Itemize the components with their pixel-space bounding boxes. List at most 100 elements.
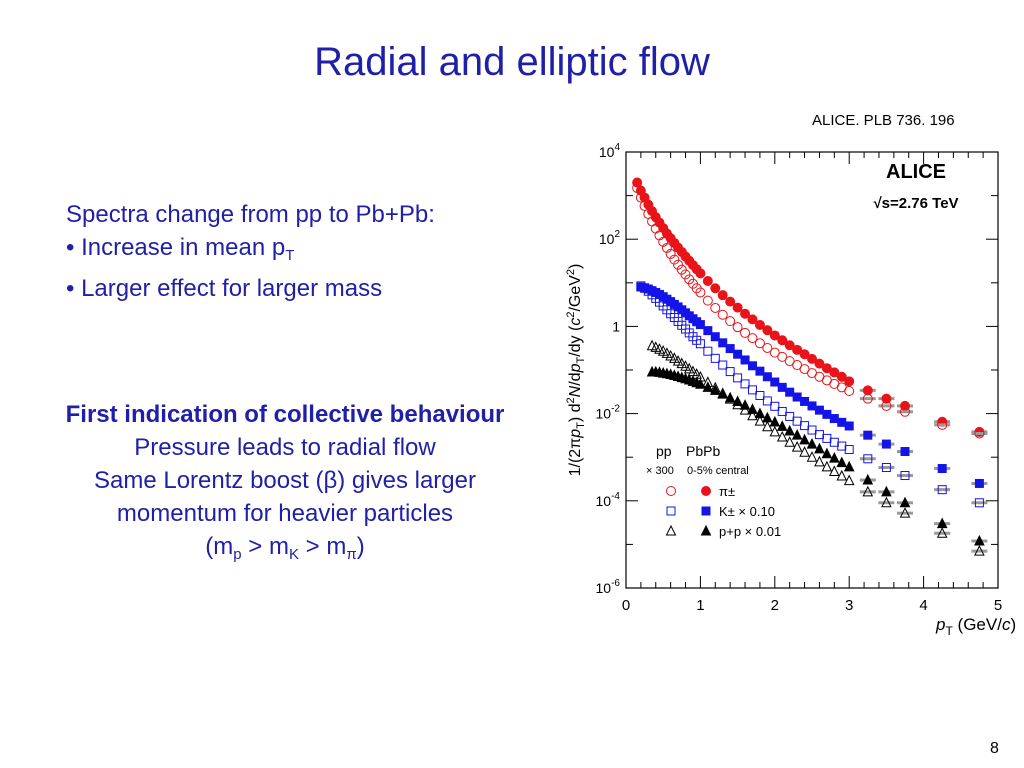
mass-p: p (233, 546, 242, 563)
data-point-p-p (747, 403, 758, 414)
data-point- (777, 335, 788, 346)
mass-gt-1: > m (241, 533, 289, 560)
data-point-k-pp (762, 396, 772, 406)
data-point-k-pp (844, 445, 854, 455)
experiment-label: ALICE (886, 161, 946, 183)
data-point-pp (669, 254, 680, 265)
data-point-p-p (974, 534, 985, 546)
data-point-p-p-pp (732, 398, 743, 410)
collective-block: First indication of collective behaviour… (20, 398, 550, 571)
data-point-pp (777, 351, 788, 362)
y-tick-label: 10-2 (596, 404, 621, 422)
legend-pp-header: pp (656, 443, 672, 459)
mass-k: K (288, 546, 299, 563)
data-point-p-p-pp (717, 387, 729, 398)
x-tick-label: 1 (696, 597, 704, 614)
data-point-p-p-pp (836, 469, 848, 481)
data-point-k-pp (747, 385, 757, 395)
data-point-p-p (836, 456, 848, 468)
data-point-k-pp (974, 498, 984, 508)
lorentz-line: Same Lorentz boost (β) gives larger (94, 467, 476, 494)
x-tick-label: 4 (919, 597, 927, 614)
data-point-pp (881, 400, 892, 411)
data-point-p-p-pp (747, 409, 758, 421)
data-point-p-p-pp (695, 370, 706, 382)
data-point-p-p-pp (806, 451, 818, 462)
data-point-p-p-pp (791, 441, 803, 452)
data-point-k (829, 414, 839, 424)
data-point-p-p (806, 437, 818, 449)
data-point-k-pp (829, 437, 839, 447)
legend-pbpb-note: 0-5% central (687, 465, 749, 477)
legend-pp-note: × 300 (646, 465, 674, 477)
legend-marker-pbpb (701, 506, 711, 516)
data-point-pp (639, 200, 650, 211)
data-point-p-p (843, 460, 855, 472)
data-point-k (733, 349, 743, 359)
data-point-p-p-pp (724, 392, 736, 404)
data-point-k-pp (807, 425, 817, 435)
data-point-k (762, 372, 772, 382)
mass-ordering: (mp > mK > mπ) (20, 530, 550, 571)
reference-citation: ALICE. PLB 736. 196 (812, 112, 955, 129)
data-point-k (814, 405, 824, 415)
data-point-k-pp (695, 339, 705, 349)
data-point-k (770, 377, 780, 387)
data-point- (844, 376, 855, 387)
data-point-p-p (799, 433, 810, 445)
data-point-pp (862, 393, 873, 404)
data-point-k-pp (733, 373, 743, 383)
data-point-p-p-pp (784, 436, 795, 447)
data-point-p-p (754, 407, 766, 419)
y-tick-label: 104 (599, 142, 621, 160)
data-point-k (900, 447, 910, 457)
data-point-k-pp (785, 411, 795, 421)
data-point-p-p (862, 473, 874, 485)
legend-marker-pbpb (700, 524, 712, 536)
pt-subscript: T (285, 247, 295, 264)
slide-title: Radial and elliptic flow (314, 40, 710, 84)
data-point-k-pp (710, 353, 720, 363)
data-point-p-p-pp (936, 527, 948, 538)
data-point-p-p-pp (702, 376, 714, 387)
data-point-p-p (776, 420, 788, 431)
mass-pi: π (346, 546, 357, 563)
mass-gt-2: > m (298, 533, 347, 560)
data-point-p-p (899, 496, 911, 508)
legend-marker-pp (666, 486, 676, 496)
page-number: 8 (990, 740, 999, 757)
data-point-pp (695, 287, 706, 298)
data-point-k (937, 464, 947, 474)
intro-line: Spectra change from pp to Pb+Pb: (66, 201, 435, 228)
data-point-pp (747, 333, 758, 344)
data-point- (717, 290, 728, 301)
data-point-k (740, 355, 750, 365)
data-point-pp (900, 406, 910, 417)
legend-marker-pp (666, 506, 676, 516)
data-point- (754, 319, 765, 330)
data-point-k (807, 401, 817, 411)
mass-open: (m (205, 533, 234, 560)
data-point-p-p-pp (691, 368, 702, 379)
x-axis-label: pT (GeV/c) (935, 615, 1016, 638)
data-point-pp (717, 309, 728, 320)
data-point-k-pp (777, 406, 787, 416)
data-point-k (822, 409, 832, 419)
x-tick-label: 2 (771, 597, 779, 614)
legend-marker-pbpb (701, 486, 711, 496)
data-point- (740, 308, 751, 319)
data-point-pp (632, 182, 643, 193)
data-point- (784, 340, 795, 351)
data-point-k (718, 338, 728, 348)
data-point-k-pp (792, 416, 802, 426)
data-point-k (800, 396, 810, 406)
x-tick-label: 0 (622, 597, 630, 614)
data-point-p-p-pp (669, 352, 680, 363)
data-point-p-p-pp (739, 404, 751, 415)
data-point- (695, 268, 706, 279)
data-point-pp (754, 338, 765, 349)
data-point-pp (844, 385, 855, 396)
data-point-k (747, 361, 757, 371)
data-point-pp (673, 259, 684, 270)
data-point-k-pp (881, 463, 891, 473)
